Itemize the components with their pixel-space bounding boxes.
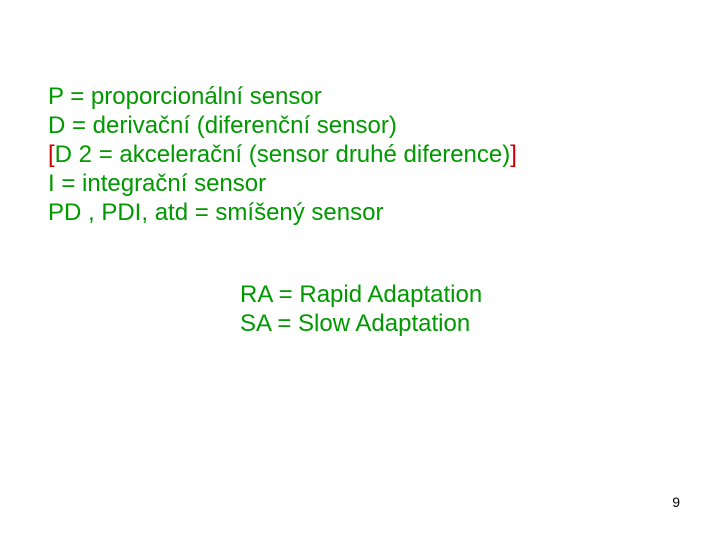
- line-d: D = derivační (diferenční sensor): [48, 111, 517, 140]
- line-p: P = proporcionální sensor: [48, 82, 517, 111]
- adaptation-block: RA = Rapid Adaptation SA = Slow Adaptati…: [240, 280, 482, 338]
- bracket-close: ]: [510, 141, 517, 168]
- page-number: 9: [672, 494, 680, 510]
- line-d2: [D 2 = akcelerační (sensor druhé diferen…: [48, 140, 517, 169]
- line-ra: RA = Rapid Adaptation: [240, 280, 482, 309]
- line-sa: SA = Slow Adaptation: [240, 309, 482, 338]
- line-i: I = integrační sensor: [48, 169, 517, 198]
- slide: P = proporcionální sensor D = derivační …: [0, 0, 720, 540]
- bracket-open: [: [48, 141, 55, 168]
- line-d2-text: D 2 = akcelerační (sensor druhé diferenc…: [55, 141, 511, 168]
- sensor-types-block: P = proporcionální sensor D = derivační …: [48, 82, 517, 227]
- line-pd: PD , PDI, atd = smíšený sensor: [48, 198, 517, 227]
